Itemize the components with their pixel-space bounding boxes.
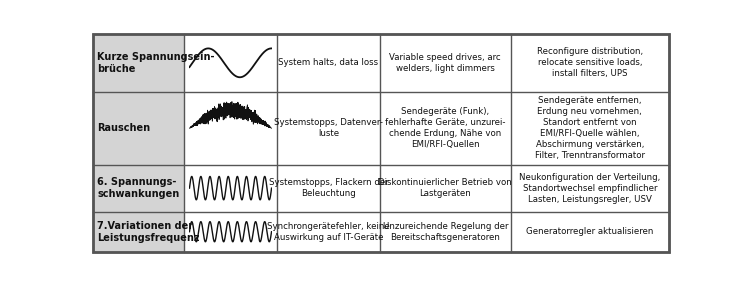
Bar <box>511 34 669 92</box>
Text: Unzureichende Regelung der
Bereitschaftsgeneratoren: Unzureichende Regelung der Bereitschafts… <box>383 222 508 242</box>
Text: Variable speed drives, arc
welders, light dimmers: Variable speed drives, arc welders, ligh… <box>389 53 501 73</box>
Bar <box>184 212 277 252</box>
Text: Generatorregler aktualisieren: Generatorregler aktualisieren <box>526 227 654 236</box>
Text: System halts, data loss: System halts, data loss <box>279 58 378 67</box>
Bar <box>93 92 184 165</box>
Text: Neukonfiguration der Verteilung,
Standortwechsel empfindlicher
Lasten, Leistungs: Neukonfiguration der Verteilung, Standor… <box>519 173 661 204</box>
Bar <box>93 34 184 92</box>
Bar <box>380 212 511 252</box>
Bar <box>184 34 277 92</box>
Text: Diskontinuierlicher Betrieb von
Lastgeräten: Diskontinuierlicher Betrieb von Lastgerä… <box>378 178 512 198</box>
Bar <box>184 165 277 212</box>
Bar <box>184 92 277 165</box>
Bar <box>277 34 380 92</box>
Text: Sendegeräte (Funk),
fehlerhafte Geräte, unzurei-
chende Erdung, Nähe von
EMI/RFI: Sendegeräte (Funk), fehlerhafte Geräte, … <box>385 107 505 149</box>
Text: 7.Variationen der
Leistungsfrequenz: 7.Variationen der Leistungsfrequenz <box>97 220 200 243</box>
Bar <box>380 165 511 212</box>
Text: Systemstopps, Flackern der
Beleuchtung: Systemstopps, Flackern der Beleuchtung <box>268 178 389 198</box>
Text: Kurze Spannungsein-
brüche: Kurze Spannungsein- brüche <box>97 52 215 74</box>
Text: Sendegeräte entfernen,
Erdung neu vornehmen,
Standort entfernt von
EMI/RFI-Quell: Sendegeräte entfernen, Erdung neu vorneh… <box>535 96 645 160</box>
Bar <box>380 34 511 92</box>
Bar <box>511 165 669 212</box>
Text: Reconfigure distribution,
relocate sensitive loads,
install filters, UPS: Reconfigure distribution, relocate sensi… <box>536 47 643 78</box>
Bar <box>511 212 669 252</box>
Text: Synchrongerätefehler, keine
Auswirkung auf IT-Geräte: Synchrongerätefehler, keine Auswirkung a… <box>267 222 390 242</box>
Bar <box>277 212 380 252</box>
Bar <box>277 92 380 165</box>
Bar <box>93 212 184 252</box>
Text: Systemstopps, Datenver-
luste: Systemstopps, Datenver- luste <box>274 118 383 138</box>
Bar <box>93 165 184 212</box>
Text: 6. Spannungs-
schwankungen: 6. Spannungs- schwankungen <box>97 177 180 199</box>
Bar <box>380 92 511 165</box>
Bar <box>511 92 669 165</box>
Text: Rauschen: Rauschen <box>97 123 151 133</box>
Bar <box>277 165 380 212</box>
